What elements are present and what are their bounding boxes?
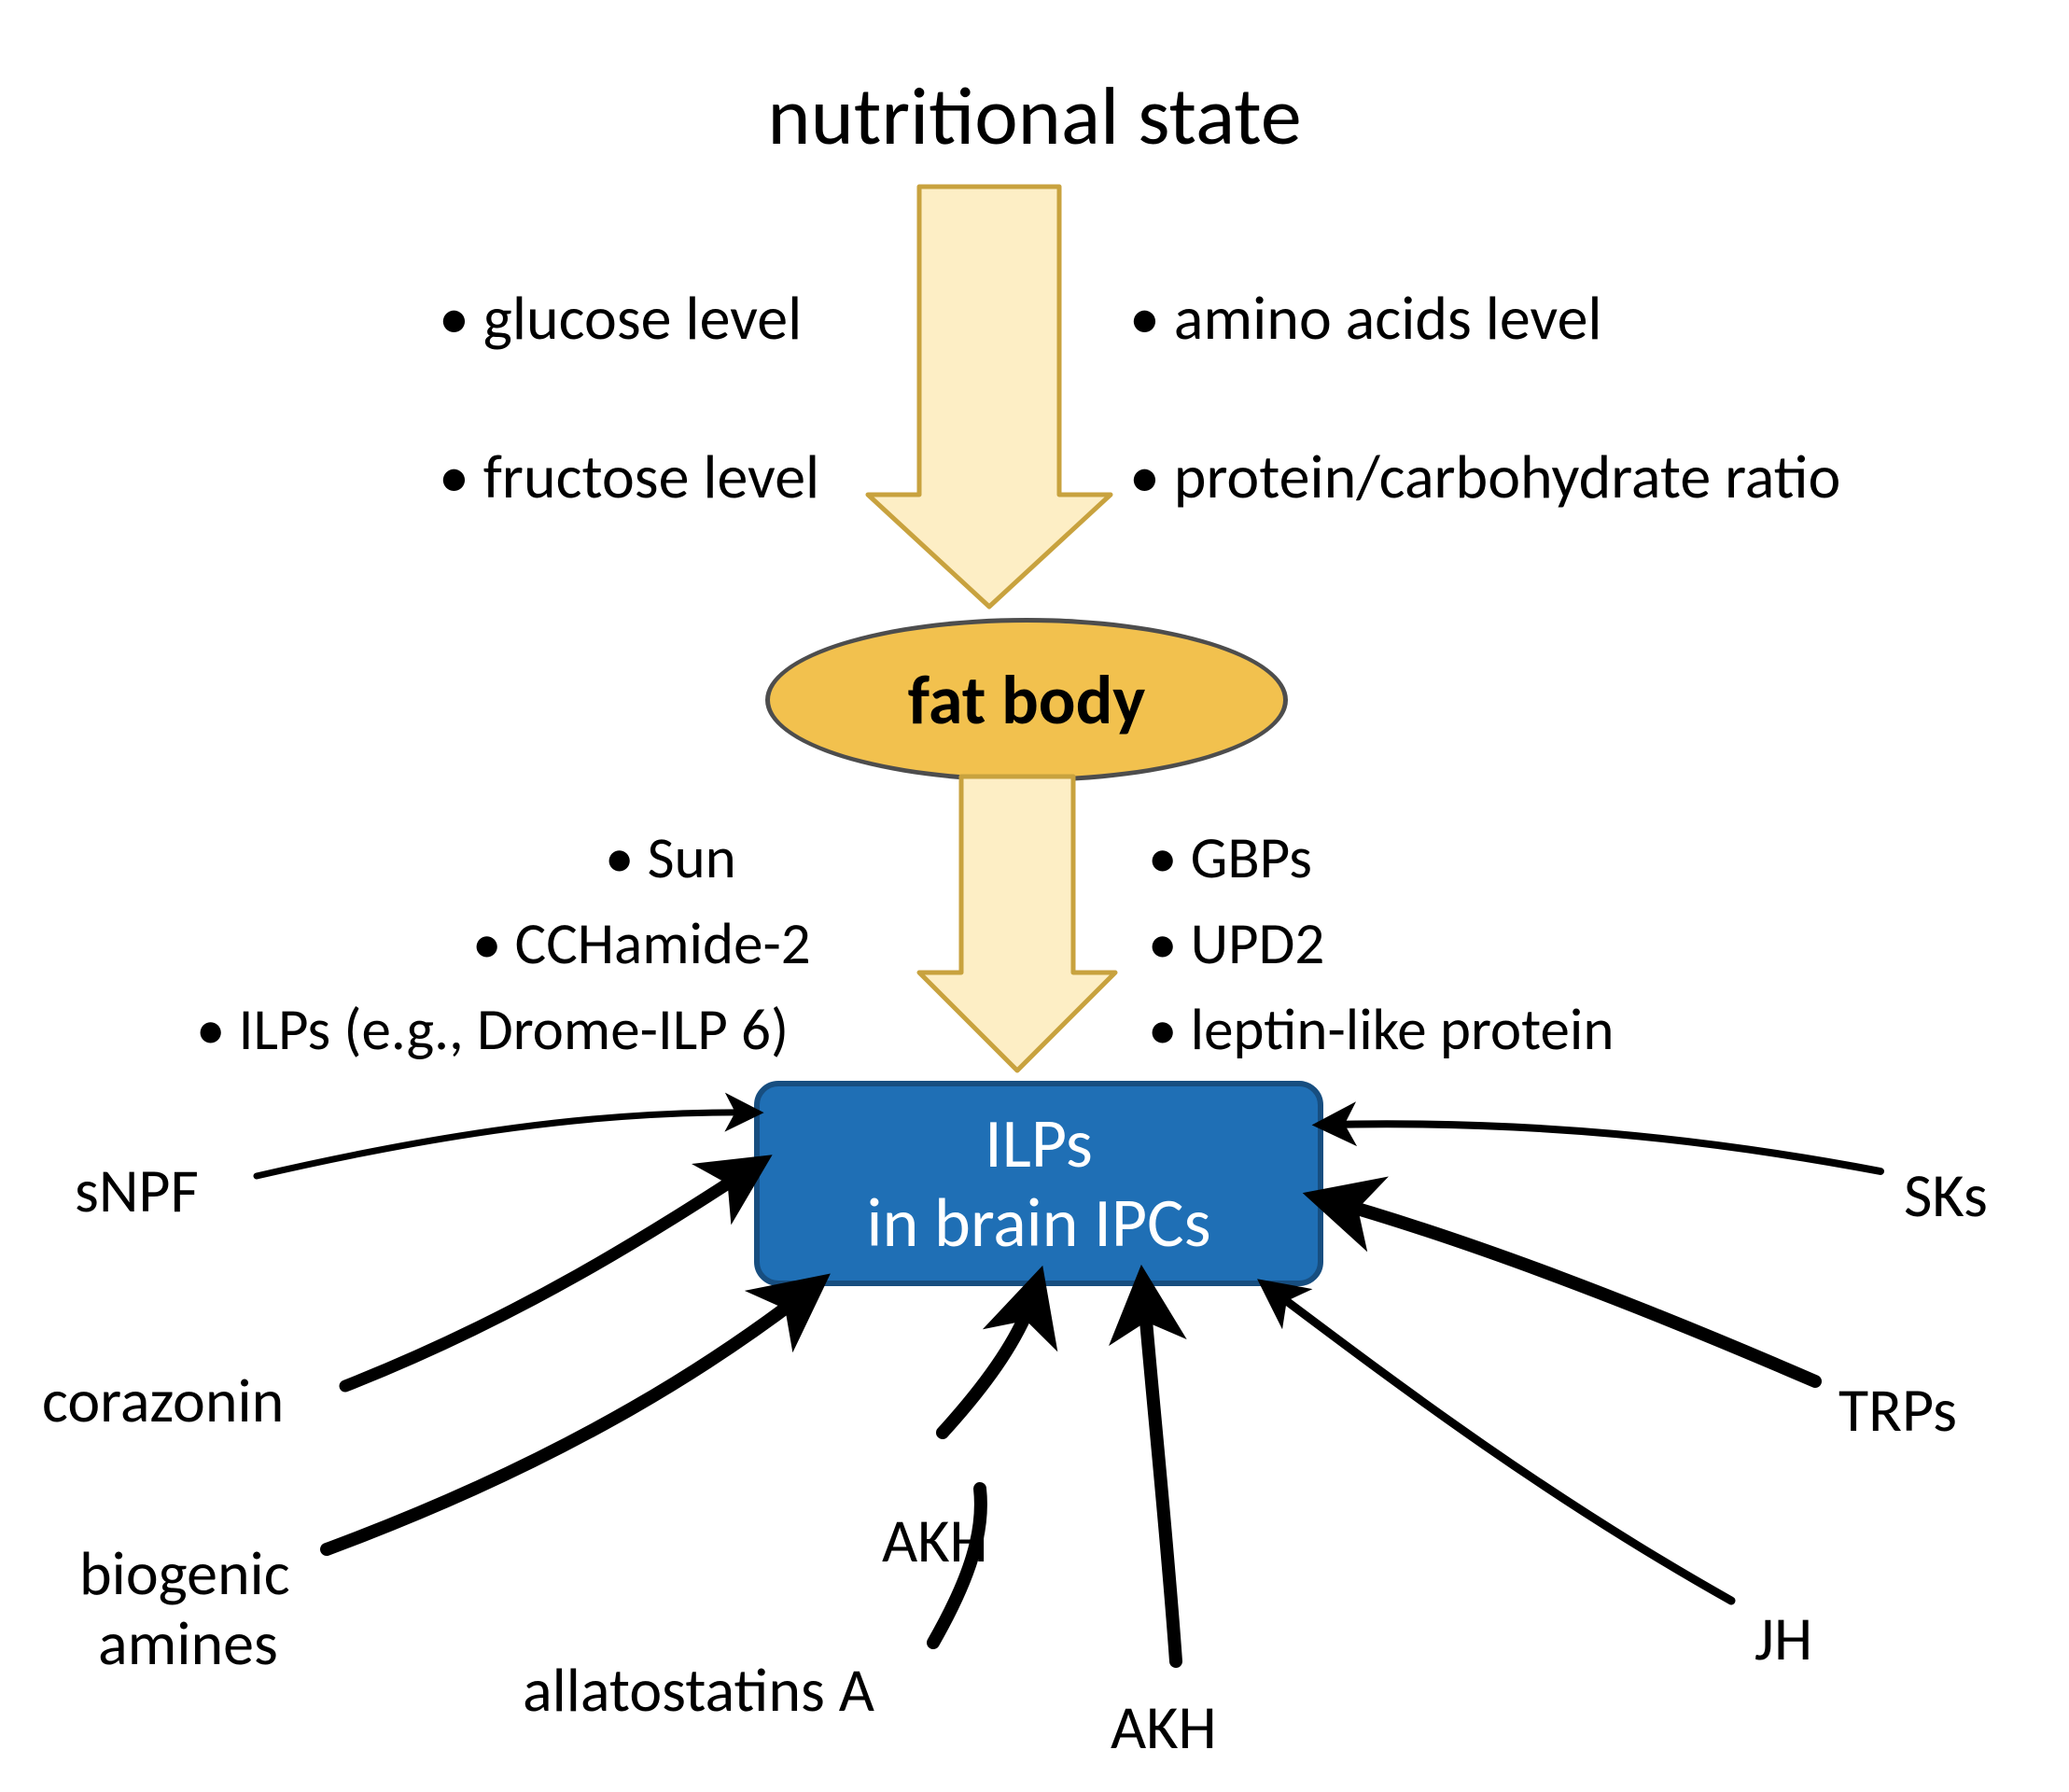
label-trps: TRPs (1838, 1372, 1957, 1448)
ilps-line2: in brain IPCs (866, 1183, 1210, 1263)
label-sks: SKs (1904, 1157, 1988, 1233)
bullet-cchamide2: • CCHamide-2 (472, 907, 811, 979)
label-biogenic: biogenic (79, 1535, 290, 1611)
label-akh-1: AKH (882, 1503, 988, 1578)
bullet-upd2: • UPD2 (1148, 907, 1324, 979)
bullet-gbps: • GBPs (1148, 821, 1312, 893)
arrow-fatbody-to-ilps (0, 0, 2069, 1792)
label-corazonin: corazonin (42, 1363, 284, 1438)
bullet-leptin: • leptin-like protein (1148, 993, 1614, 1065)
label-akh-2: AKH (1111, 1689, 1217, 1765)
label-jh: JH (1754, 1601, 1812, 1676)
bullet-sun: • Sun (605, 821, 736, 893)
ilps-line1: ILPs (985, 1104, 1093, 1183)
label-amines: amines (98, 1605, 278, 1681)
bullet-ilps-drome: • ILPs (e.g., Drome-ILP 6) (196, 993, 789, 1065)
ilps-box: ILPs in brain IPCs (754, 1081, 1323, 1286)
label-snpf: sNPF (75, 1153, 199, 1228)
label-allatostatins: allatostatins A (523, 1652, 874, 1728)
